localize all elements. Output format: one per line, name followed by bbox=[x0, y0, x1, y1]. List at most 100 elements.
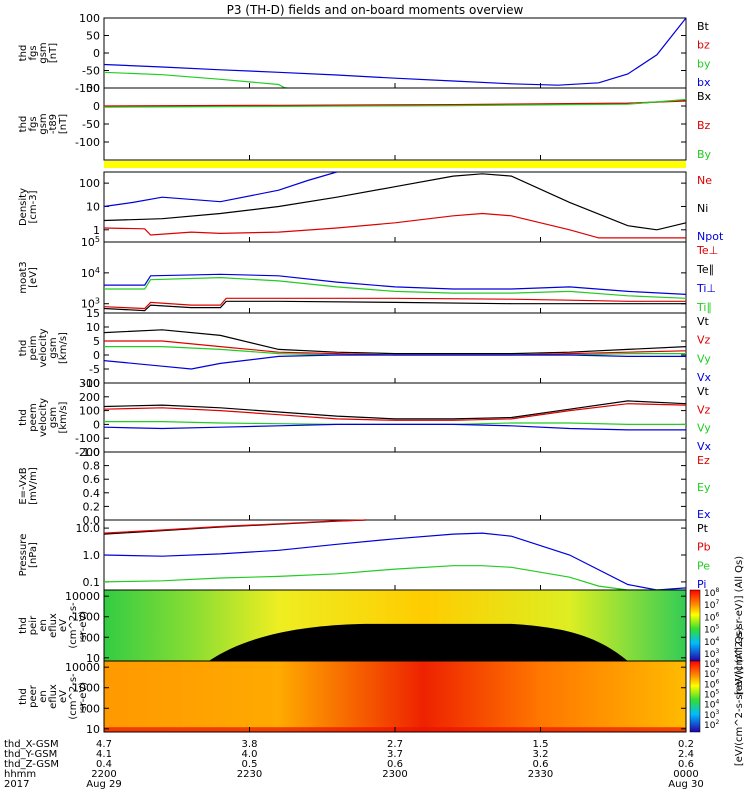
y-axis-label: peim bbox=[28, 335, 39, 360]
colorbar-tick-label: 107 bbox=[704, 599, 719, 611]
time-axis-row-label: thd_Y-GSM bbox=[4, 749, 57, 760]
y-axis-label: moat3 bbox=[18, 261, 29, 293]
y-tick-label: 0.0 bbox=[83, 514, 101, 527]
series-line-by bbox=[103, 71, 288, 89]
time-axis-row-label: thd_X-GSM bbox=[4, 739, 59, 750]
time-axis-row-label: thd_Z-GSM bbox=[4, 759, 59, 770]
panel-fgs_dsl: 50 0 -50 -100 thd fgs gsm -t89 [nT] Bx Bz By bbox=[18, 82, 712, 161]
time-axis-value: Aug 30 bbox=[668, 779, 703, 790]
y-tick-label: 10.0 bbox=[76, 522, 101, 535]
series-line-Pi bbox=[103, 532, 687, 591]
status-bar bbox=[104, 161, 686, 168]
legend-entry: Ti⊥ bbox=[696, 282, 716, 295]
time-axis-value: 0.6 bbox=[533, 759, 549, 770]
time-axis-row-label: 2017 bbox=[4, 779, 29, 790]
y-axis-label: velocity bbox=[38, 328, 49, 367]
legend-entry: Te⊥ bbox=[696, 244, 718, 257]
y-tick-label: -200 bbox=[75, 446, 100, 459]
y-axis-label: [nT] bbox=[48, 43, 59, 63]
y-axis-label: [eV] bbox=[28, 267, 39, 288]
y-tick-label: 0 bbox=[93, 47, 100, 60]
y-axis-label: [nT] bbox=[58, 114, 69, 134]
y-tick-label: 0.1 bbox=[83, 576, 101, 589]
series-line-Vt bbox=[103, 329, 687, 355]
y-tick-label: 0 bbox=[93, 100, 100, 113]
y-axis-label: thd bbox=[18, 340, 29, 357]
legend-entry: Ti∥ bbox=[696, 301, 712, 314]
time-axis-value: 4.7 bbox=[96, 739, 112, 750]
y-axis-label: eflux bbox=[48, 684, 59, 709]
y-axis-label: fgs bbox=[28, 45, 39, 60]
colorbar-tick-label: 103 bbox=[704, 648, 719, 660]
legend-entry: Pi bbox=[697, 578, 706, 591]
time-axis-value: 2330 bbox=[528, 769, 553, 780]
series-line-Pt bbox=[103, 519, 366, 535]
time-axis-value: 2.4 bbox=[678, 749, 694, 760]
series-line-Te∥ bbox=[103, 300, 686, 312]
colorbar-tick-label: 104 bbox=[704, 636, 719, 648]
colorbar-tick-label: 108 bbox=[704, 587, 719, 599]
colorbar-tick-label: 107 bbox=[704, 668, 719, 680]
y-axis-label: gsm bbox=[38, 42, 49, 63]
y-axis-label: [mV/m] bbox=[28, 467, 39, 505]
y-tick-label: 104 bbox=[81, 266, 100, 280]
y-axis-label: [nPa] bbox=[28, 542, 39, 568]
legend-entry: Bx bbox=[697, 90, 712, 103]
y-tick-label: 0 bbox=[93, 418, 100, 431]
y-axis-label: Pressure bbox=[18, 534, 29, 577]
panel-density: 100 10 1 Density [cm-3] Ne Ni Npot bbox=[18, 171, 724, 243]
y-axis-label: [km/s] bbox=[58, 332, 69, 364]
time-axis-value: Aug 29 bbox=[86, 779, 121, 790]
y-axis-label: peir bbox=[28, 615, 39, 635]
colorbar bbox=[689, 660, 701, 733]
legend-entry: Vy bbox=[697, 422, 711, 435]
y-axis-label: sr-eV) bbox=[78, 682, 89, 711]
y-tick-label: 10 bbox=[86, 200, 100, 213]
y-tick-label: 1000 bbox=[72, 682, 100, 695]
legend-entry: Vt bbox=[697, 385, 710, 398]
y-axis-label: eV bbox=[58, 619, 69, 632]
colorbar-tick-label: 106 bbox=[704, 611, 719, 623]
time-axis-value: 3.2 bbox=[533, 749, 549, 760]
time-axis-value: 2230 bbox=[237, 769, 262, 780]
y-axis-label: sr-eV) bbox=[78, 611, 89, 640]
time-axis-value: 0.5 bbox=[242, 759, 258, 770]
colorbar-tick-label: 105 bbox=[704, 689, 719, 701]
time-axis-value: 0000 bbox=[673, 769, 698, 780]
y-axis-label: gsm bbox=[38, 113, 49, 134]
panel-frame bbox=[103, 451, 687, 521]
colorbar-tick-label: 102 bbox=[704, 719, 719, 731]
colorbar bbox=[689, 589, 701, 662]
series-line-Ni bbox=[103, 173, 687, 231]
time-axis-value: 4.0 bbox=[242, 749, 258, 760]
y-axis-label: -t89 bbox=[48, 114, 59, 134]
y-tick-label: -50 bbox=[82, 65, 100, 78]
y-tick-label: 300 bbox=[79, 377, 100, 390]
y-tick-label: -5 bbox=[89, 363, 100, 376]
time-axis-value: 3.7 bbox=[387, 749, 403, 760]
y-tick-label: 200 bbox=[79, 391, 100, 404]
y-axis-label: gsm bbox=[48, 407, 59, 428]
y-tick-label: 5 bbox=[93, 335, 100, 348]
y-tick-label: 15 bbox=[86, 307, 100, 320]
legend-entry: Bz bbox=[697, 119, 711, 132]
time-axis-value: 4.1 bbox=[96, 749, 112, 760]
panel-fgs: 100 50 0 -50 -100 thd fgs gsm [nT] Bt bz by bx bbox=[18, 12, 711, 95]
y-tick-label: 10000 bbox=[65, 661, 100, 674]
series-line-Vx bbox=[103, 354, 686, 370]
time-axis-value: 0.6 bbox=[678, 759, 694, 770]
y-tick-label: 0 bbox=[93, 349, 100, 362]
panel-pressure: 10.0 1.0 0.1 Pressure [nPa] Pt Pb Pe Pi bbox=[18, 519, 711, 591]
y-axis-label: [cm-3] bbox=[28, 190, 39, 223]
y-axis-label: (cm^2-s- bbox=[68, 673, 79, 720]
legend-entry: Pb bbox=[697, 541, 711, 554]
time-axis-value: 2200 bbox=[91, 769, 116, 780]
y-axis-label: Density bbox=[18, 188, 29, 226]
legend-entry: Ne bbox=[697, 174, 712, 187]
series-line-Npot bbox=[103, 171, 337, 208]
series-line-Vt bbox=[103, 400, 687, 420]
y-tick-label: -10 bbox=[82, 377, 100, 390]
y-axis-label: fgs bbox=[28, 116, 39, 131]
colorbar-tick-label: 108 bbox=[704, 658, 719, 670]
